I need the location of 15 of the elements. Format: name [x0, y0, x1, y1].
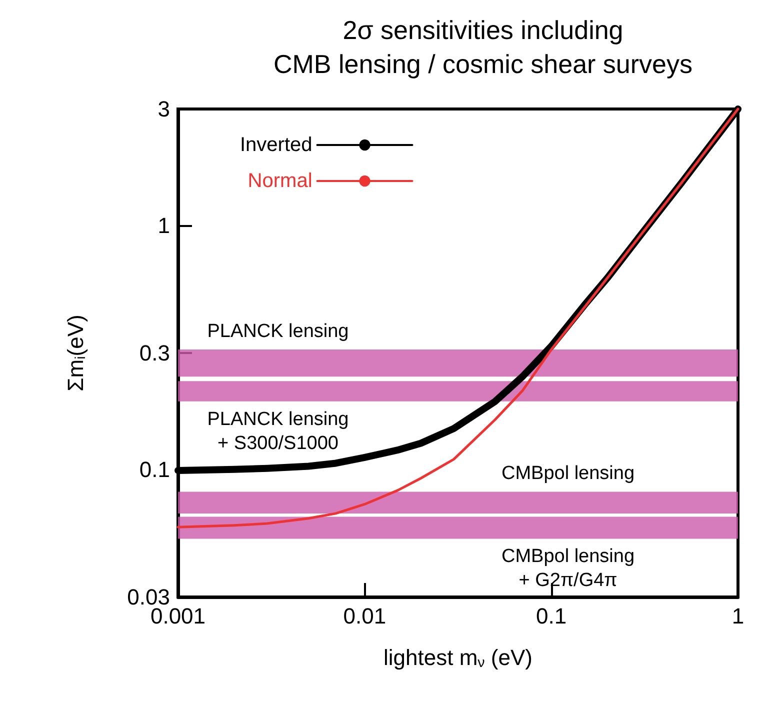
band-label: PLANCK lensing + S300/S1000	[207, 408, 349, 454]
y-tick-label: 1	[158, 212, 170, 238]
y-axis-title: Σmi(eV)	[63, 314, 89, 392]
band-label: CMBpol lensing	[501, 463, 635, 484]
chart-title: 2σ sensitivities including CMB lensing / cosmic shear surveys	[273, 15, 693, 79]
legend-label: Normal	[248, 170, 312, 192]
legend-label: Inverted	[240, 134, 312, 156]
y-tick-label: 0.3	[139, 340, 170, 366]
band-label: PLANCK lensing	[207, 321, 349, 342]
x-tick-label: 0.01	[343, 604, 386, 628]
x-tick-label: 0.1	[536, 604, 567, 628]
y-tick-label: 3	[158, 96, 170, 122]
band-label: CMBpol lensing + G2π/G4π	[501, 546, 635, 592]
y-tick-label: 0.1	[139, 456, 170, 482]
x-tick-label: 1	[732, 604, 744, 628]
